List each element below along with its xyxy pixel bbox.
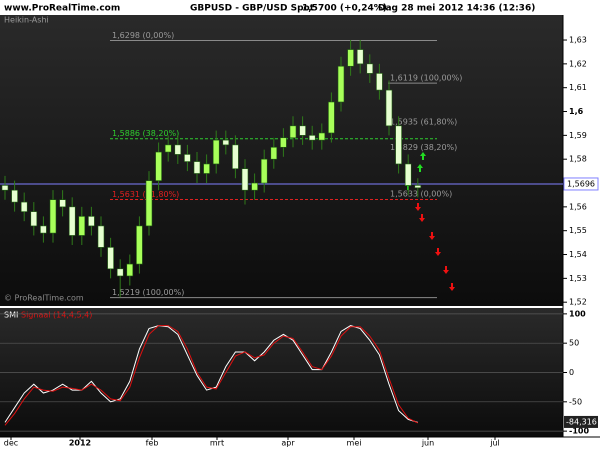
candle-body [97,225,105,248]
candle-body [136,225,143,265]
y-tick-label: 1,62 [569,59,587,68]
candle-body [289,125,297,139]
legend-entry: SMI [4,311,18,320]
candle-body [328,101,335,134]
candle-body [308,135,316,141]
candle-body [88,216,95,227]
candle-body [356,49,364,65]
x-tick-label: mei [347,439,362,448]
candle-body [280,137,287,148]
y-tick-label: 1,55 [569,226,587,235]
candle-body [232,144,239,170]
smi-line [4,325,418,423]
fib-label: 1,6119 (100,00%) [390,74,462,83]
candle-body [78,216,86,236]
y-tick-label: 1,52 [569,298,587,307]
candle-body [251,182,258,191]
candle-body [395,125,402,165]
x-tick-label: dec [4,439,18,448]
last-value-box [564,415,598,428]
fib-label: 1,5631 (61,80%) [112,190,179,199]
candle-body [59,199,66,208]
x-tick-label: 2012 [69,439,91,448]
last-price-label: 1,5696 [567,179,595,188]
watermark: © ProRealTime.com [4,294,84,303]
candle-body [366,63,374,74]
y-tick-label: 50 [569,339,579,348]
x-tick-label: jun [421,439,434,448]
fib-label: 1,5219 (100,00%) [112,288,184,297]
fib-label: 1,6298 (0,00%) [112,31,174,40]
candle-body [270,146,278,160]
y-tick-label: 1,59 [569,131,587,140]
y-tick-label: 1,61 [569,83,587,92]
candle-body [222,139,230,146]
x-tick-label: feb [146,439,159,448]
last-value-label: -84,316 [566,417,597,426]
candle-body [68,206,76,236]
fib-label: 1,5886 (38,20%) [112,129,179,138]
quote: 1,5700 (+0,24%) [302,4,387,14]
fib-label: 1,5829 (38,20%) [390,143,457,152]
candle-body [1,185,9,191]
candle-body [184,154,191,162]
candle-body [241,168,249,191]
candle-body [11,189,18,203]
candle-body [40,225,47,234]
y-tick-label: 1,58 [569,155,587,164]
candle-body [49,199,57,234]
candle-body [260,158,268,184]
x-tick-label: apr [281,439,295,448]
instrument: GBPUSD - GBP/USD Spot [190,4,315,14]
y-tick-label: 1,54 [569,250,587,259]
candle-body [376,73,383,91]
candle-body [116,268,124,277]
legend-entry: Signaal (14,4,5,4) [21,311,92,320]
y-tick-label: 1,53 [569,274,587,283]
timestamp: Dag 28 mei 2012 14:36 (12:36) [378,4,535,14]
y-tick-label: -100 [569,427,589,436]
y-tick-label: 0 [569,368,574,377]
candle-body [318,132,326,141]
site: www.ProRealTime.com [4,4,120,14]
candle-body [299,125,306,136]
candle-body [126,263,134,277]
y-tick-label: 100 [569,309,586,318]
y-tick-label: 1,63 [569,36,587,45]
candle-body [164,144,172,153]
fib-label: 1,5633 (0,00%) [390,189,452,198]
candle-body [155,151,162,181]
last-price-box [563,177,599,191]
candle-body [347,49,354,67]
x-tick-label: jul [489,439,500,448]
candle-body [107,247,114,270]
candle-body [414,185,422,189]
candle-body [30,211,38,227]
candle-body [337,65,345,103]
candle-body [193,161,201,174]
signal-arrows [405,152,455,291]
y-tick-label: -50 [569,397,582,406]
x-tick-label: mrt [210,439,224,448]
smi-line [4,325,419,426]
candle-body [404,163,412,186]
price-panel [0,15,563,306]
chart-title: Heikin-Ashi [4,16,49,25]
candle-body [203,163,210,174]
fib-label: 1,5935 (61,80%) [390,118,457,127]
candle-body [145,180,153,227]
y-tick-label: 1,56 [569,202,587,211]
candle-body [385,89,393,127]
candle-body [20,201,28,212]
candle-body [212,139,220,165]
candle-body [174,144,182,155]
y-tick-label: 1,6 [569,107,584,116]
